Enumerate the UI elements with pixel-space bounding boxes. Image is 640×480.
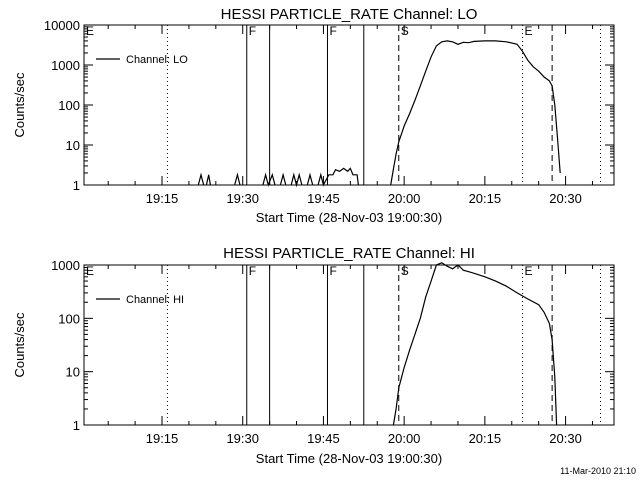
panel2-annotation-label: F xyxy=(329,264,336,278)
panel1-series-line xyxy=(234,172,241,186)
panel2-annotation-label: F xyxy=(249,264,256,278)
panel2-annotation-label: E xyxy=(86,264,94,278)
panel1-y-tick-label: 1000 xyxy=(51,58,80,73)
panel1-y-tick-label: 10000 xyxy=(44,18,80,33)
panel2-series-line xyxy=(392,262,558,426)
panel1-y-tick-label: 10 xyxy=(66,138,80,153)
panel2-legend-label: Channel: HI xyxy=(126,294,184,306)
panel1-y-tick-label: 100 xyxy=(58,98,80,113)
panel1-y-tick-label: 1 xyxy=(73,178,80,193)
panel1-x-tick-label: 20:15 xyxy=(469,191,502,206)
panel1-x-tick-label: 19:45 xyxy=(307,191,340,206)
panel1-x-axis-label: Start Time (28-Nov-03 19:00:30) xyxy=(256,210,442,225)
panel1-annotation-label: S xyxy=(401,24,409,38)
panel1-title: HESSI PARTICLE_RATE Channel: LO xyxy=(221,6,478,23)
panel1-x-tick-label: 19:15 xyxy=(146,191,179,206)
panel2-x-tick-label: 19:30 xyxy=(226,431,259,446)
panel1-series-line xyxy=(262,172,276,187)
panel2-x-tick-label: 20:00 xyxy=(388,431,421,446)
panel1-x-tick-label: 20:00 xyxy=(388,191,421,206)
panel2-x-tick-label: 20:15 xyxy=(469,431,502,446)
panel2-title: HESSI PARTICLE_RATE Channel: HI xyxy=(223,245,475,262)
panel1-series-line xyxy=(317,167,359,187)
panel1-y-axis-label: Counts/sec xyxy=(12,72,27,138)
panel2-x-tick-label: 20:30 xyxy=(549,431,582,446)
panel1-series-line xyxy=(205,174,211,186)
panel1-annotation-label: E xyxy=(86,24,94,38)
panel1-x-tick-label: 19:30 xyxy=(226,191,259,206)
panel2-y-tick-label: 1 xyxy=(73,418,80,433)
panel1-series-line xyxy=(390,40,561,186)
panel1-annotation-label: E xyxy=(525,24,533,38)
footer-timestamp: 11-Mar-2010 21:10 xyxy=(560,466,636,476)
panel1-series-line xyxy=(290,172,303,188)
panel2-y-tick-label: 10 xyxy=(66,365,80,380)
panel2-x-tick-label: 19:15 xyxy=(146,431,179,446)
panel2-y-tick-label: 1000 xyxy=(51,258,80,273)
panel1-x-tick-label: 20:30 xyxy=(549,191,582,206)
panel1-series-line xyxy=(279,172,287,186)
panel1-series-line xyxy=(306,172,314,186)
panel2-y-tick-label: 100 xyxy=(58,311,80,326)
panel1-legend-label: Channel: LO xyxy=(126,54,188,66)
panel2-annotation-label: E xyxy=(525,264,533,278)
panel1-annotation-label: F xyxy=(329,24,336,38)
panel1-annotation-label: F xyxy=(249,24,256,38)
panel2-annotation-label: S xyxy=(401,264,409,278)
panel1-frame xyxy=(83,24,615,186)
panel2-frame xyxy=(83,264,615,426)
panel1-series-line xyxy=(197,172,205,186)
panel2-x-axis-label: Start Time (28-Nov-03 19:00:30) xyxy=(256,451,442,466)
panel2-x-tick-label: 19:45 xyxy=(307,431,340,446)
panel2-y-axis-label: Counts/sec xyxy=(12,312,27,378)
